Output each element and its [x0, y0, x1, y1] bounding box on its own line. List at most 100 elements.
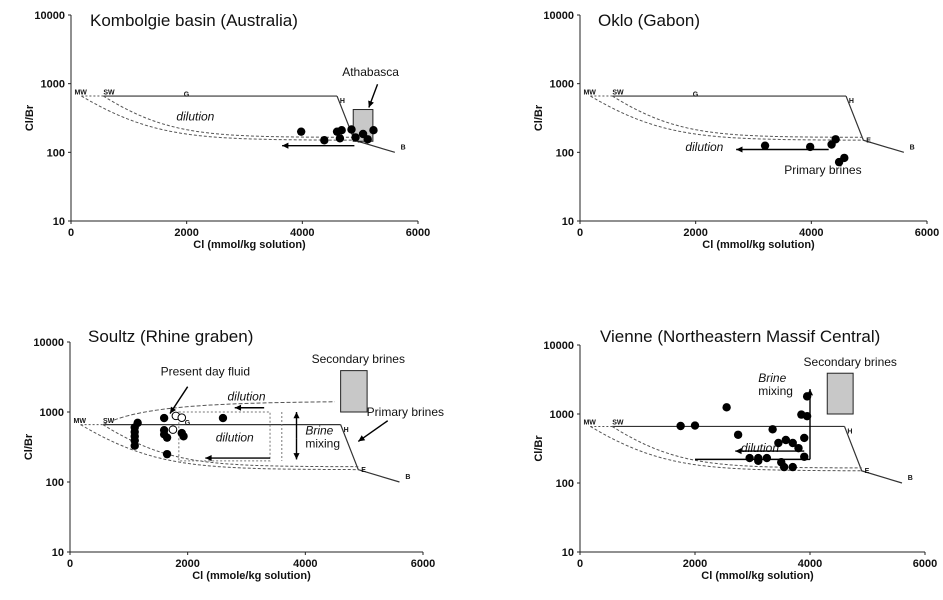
mixing-curve-sw	[611, 426, 862, 469]
mixing-curve-mw	[590, 95, 864, 141]
x-axis-label: Cl (mmole/kg solution)	[192, 570, 311, 582]
brine-label: Brine	[305, 423, 333, 437]
x-tick-label: 0	[67, 558, 73, 570]
data-point	[802, 392, 812, 401]
x-tick-label: 2000	[683, 558, 707, 570]
y-axis-label: Cl/Br	[533, 435, 545, 462]
mixing-curve-sw	[103, 95, 355, 138]
x-axis-label: Cl (mmol/kg solution)	[193, 239, 306, 251]
dilution-arrow-head	[735, 448, 742, 455]
data-point	[760, 141, 770, 150]
x-tick-label: 2000	[683, 227, 707, 239]
y-tick-label: 1000	[41, 79, 65, 91]
endmember-label-e: E	[361, 467, 366, 474]
mixing-label: mixing	[305, 437, 340, 451]
data-point	[130, 441, 139, 450]
dilution-label-lower: dilution	[216, 430, 254, 444]
data-point	[335, 134, 345, 143]
x-axis-label: Cl (mmol/kg solution)	[702, 239, 815, 251]
dilution-arrow-upper-head	[234, 404, 242, 411]
athabasca-label: Athabasca	[342, 65, 399, 79]
data-point	[840, 153, 849, 163]
x-tick-label: 4000	[290, 227, 314, 239]
x-tick-label: 0	[577, 558, 583, 570]
mixing-curve-mw	[80, 424, 359, 471]
data-point	[133, 418, 142, 428]
endmember-label-b: B	[910, 144, 915, 151]
data-point	[754, 453, 763, 463]
endmember-label-e: E	[866, 137, 871, 144]
data-point	[690, 421, 700, 430]
dilution-arrow-head	[736, 146, 743, 153]
x-tick-label: 6000	[411, 558, 435, 570]
dilution-label-upper: dilution	[227, 390, 265, 404]
secondary-brines-label: Secondary brines	[312, 352, 405, 366]
chart-panel-oklo: Oklo (Gabon) 0 2000 4000 6000 10 100 1000 10000…	[533, 10, 939, 251]
data-point	[802, 411, 812, 421]
mixing-curve-mw	[590, 426, 862, 472]
chart-title: Kombolgie basin (Australia)	[90, 11, 298, 30]
data-point	[162, 433, 172, 442]
primary-brines-arrow-head	[358, 435, 366, 442]
endmember-label-g: G	[185, 420, 191, 427]
data-point	[800, 452, 809, 461]
data-point	[347, 125, 356, 134]
athabasca-box	[352, 109, 374, 142]
endmember-label-g: G	[184, 92, 190, 99]
y-tick-label: 1000	[550, 409, 574, 421]
endmember-label-g: G	[693, 92, 699, 99]
dilution-arrow-head	[282, 142, 289, 149]
data-point-open	[177, 413, 187, 422]
data-point	[369, 126, 378, 135]
x-tick-label: 2000	[175, 558, 199, 570]
endmember-label-h: H	[344, 427, 349, 434]
endmember-label-h: H	[849, 98, 854, 105]
secondary-brines-box	[826, 372, 854, 415]
data-point	[162, 449, 172, 459]
y-tick-label: 10000	[543, 340, 574, 352]
y-tick-label: 10	[562, 216, 574, 228]
y-tick-label: 10000	[34, 10, 65, 22]
data-point	[351, 133, 360, 142]
endmember-label-mw: MW	[583, 89, 596, 96]
x-axis-label: Cl (mmol/kg solution)	[701, 570, 814, 582]
brine-mixing-arrow-down-head	[293, 453, 300, 460]
y-tick-label: 10	[52, 547, 64, 559]
brine-evolution-line	[843, 426, 903, 484]
chart-title: Soultz (Rhine graben)	[88, 327, 253, 346]
x-tick-label: 4000	[293, 558, 317, 570]
data-point	[779, 462, 789, 472]
data-point-open	[168, 425, 178, 434]
x-tick-label: 0	[68, 227, 74, 239]
dilution-arrow-lower-head	[205, 454, 212, 462]
primary-brines-label: Primary brines	[367, 405, 444, 419]
chart-panel-kombolgie: Kombolgie basin (Australia) 0 2000 4000 600…	[24, 10, 430, 251]
data-point	[363, 135, 372, 144]
chart-title: Oklo (Gabon)	[598, 11, 700, 30]
data-point	[320, 136, 329, 145]
endmember-label-mw: MW	[74, 89, 87, 96]
data-point	[733, 430, 743, 439]
data-point	[337, 126, 346, 135]
endmember-label-b: B	[908, 475, 913, 482]
endmember-label-sw: SW	[612, 420, 624, 427]
data-point	[159, 413, 169, 423]
data-point	[179, 432, 188, 441]
data-point	[788, 438, 797, 448]
endmember-label-sw: SW	[103, 89, 115, 96]
endmember-label-sw: SW	[103, 418, 115, 425]
data-point	[781, 435, 791, 445]
data-point	[805, 142, 815, 152]
data-point	[745, 453, 754, 463]
secondary-brines-label: Secondary brines	[804, 355, 897, 369]
dilution-box	[178, 411, 271, 462]
x-tick-label: 4000	[799, 227, 823, 239]
data-point	[768, 425, 777, 434]
data-point	[296, 127, 306, 136]
y-tick-label: 1000	[40, 407, 64, 419]
y-tick-label: 1000	[550, 79, 574, 91]
present-day-fluid-label: Present day fluid	[161, 365, 250, 379]
data-point	[218, 413, 228, 423]
athabasca-arrow-head	[368, 100, 374, 108]
endmember-label-h: H	[340, 98, 345, 105]
